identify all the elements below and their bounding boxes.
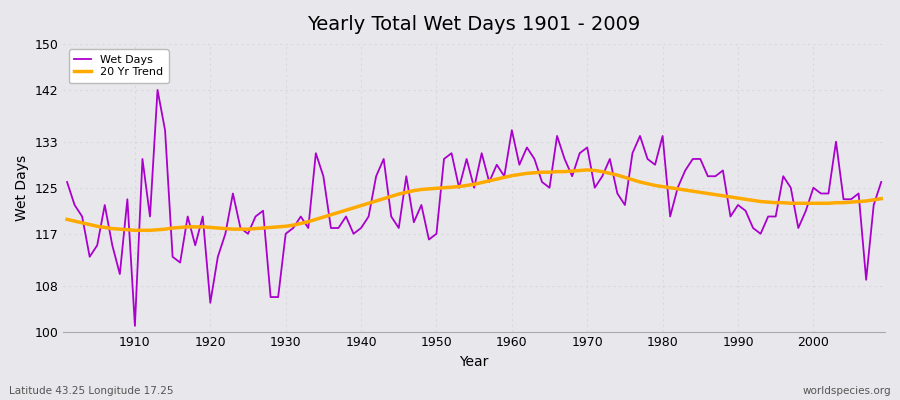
Legend: Wet Days, 20 Yr Trend: Wet Days, 20 Yr Trend	[68, 50, 168, 83]
Wet Days	[122, 197, 133, 202]
Wet Days	[152, 88, 163, 92]
20 Yr Trend	[122, 227, 133, 232]
Y-axis label: Wet Days: Wet Days	[15, 155, 29, 221]
Wet Days	[130, 324, 140, 328]
20 Yr Trend	[581, 168, 592, 172]
X-axis label: Year: Year	[460, 355, 489, 369]
20 Yr Trend	[295, 221, 306, 226]
Wet Days	[62, 180, 73, 184]
Line: 20 Yr Trend: 20 Yr Trend	[68, 170, 881, 230]
Wet Days	[612, 191, 623, 196]
Wet Days	[303, 226, 314, 230]
Text: Latitude 43.25 Longitude 17.25: Latitude 43.25 Longitude 17.25	[9, 386, 174, 396]
Title: Yearly Total Wet Days 1901 - 2009: Yearly Total Wet Days 1901 - 2009	[308, 15, 641, 34]
20 Yr Trend	[507, 173, 517, 178]
20 Yr Trend	[62, 217, 73, 222]
Wet Days	[514, 162, 525, 167]
Wet Days	[876, 180, 886, 184]
Text: worldspecies.org: worldspecies.org	[803, 386, 891, 396]
20 Yr Trend	[876, 196, 886, 201]
20 Yr Trend	[340, 208, 351, 212]
Wet Days	[521, 145, 532, 150]
20 Yr Trend	[612, 173, 623, 178]
Wet Days	[348, 231, 359, 236]
20 Yr Trend	[514, 172, 525, 177]
Line: Wet Days: Wet Days	[68, 90, 881, 326]
20 Yr Trend	[130, 228, 140, 233]
